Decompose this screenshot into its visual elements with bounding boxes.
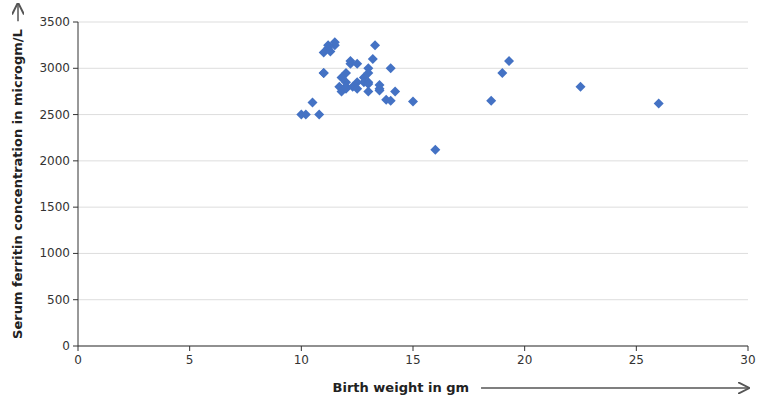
y-axis-arrow xyxy=(17,4,19,21)
x-tick-label: 25 xyxy=(629,353,644,367)
point xyxy=(408,97,418,107)
point xyxy=(301,110,311,120)
point xyxy=(314,110,324,120)
y-tick xyxy=(73,160,78,161)
x-tick xyxy=(413,346,414,351)
x-axis-label: Birth weight in gm xyxy=(333,380,469,395)
y-tick-label: 1500 xyxy=(39,200,70,214)
grid-line xyxy=(78,68,748,69)
y-axis-label: Serum ferritin concentration in microgm/… xyxy=(10,29,25,339)
y-tick-label: 3000 xyxy=(39,61,70,75)
y-tick xyxy=(73,253,78,254)
y-tick xyxy=(73,68,78,69)
point xyxy=(330,37,340,47)
point xyxy=(341,68,351,78)
grid-line xyxy=(78,207,748,208)
point xyxy=(654,98,664,108)
point xyxy=(352,59,362,69)
x-tick-label: 20 xyxy=(517,353,532,367)
x-tick xyxy=(189,346,190,351)
point xyxy=(319,68,329,78)
x-tick-label: 15 xyxy=(405,353,420,367)
y-tick-label: 500 xyxy=(47,293,70,307)
y-tick xyxy=(73,346,78,347)
x-axis-arrow xyxy=(481,387,748,389)
x-tick-label: 10 xyxy=(294,353,309,367)
point xyxy=(308,98,318,108)
x-tick xyxy=(301,346,302,351)
y-tick xyxy=(73,299,78,300)
point xyxy=(370,40,380,50)
point xyxy=(504,56,514,66)
x-tick xyxy=(636,346,637,351)
point xyxy=(375,86,385,96)
y-tick xyxy=(73,22,78,23)
points xyxy=(296,37,663,154)
chart: 0 5 10 15 20 25 30 0 500 1000 1500 2000 2500 3000 3500… xyxy=(0,0,772,404)
x-tick-label: 0 xyxy=(74,353,82,367)
grid-line xyxy=(78,160,748,161)
point xyxy=(363,86,373,96)
point xyxy=(576,82,586,92)
axes: 0 5 10 15 20 25 30 0 500 1000 1500 2000 2500 3000 3500 xyxy=(39,15,755,367)
y-tick-label: 1000 xyxy=(39,246,70,260)
grid-line xyxy=(78,114,748,115)
y-tick xyxy=(73,207,78,208)
y-tick-label: 0 xyxy=(62,339,70,353)
point xyxy=(486,96,496,106)
point xyxy=(390,86,400,96)
point xyxy=(352,84,362,94)
x-tick-label: 30 xyxy=(740,353,755,367)
x-tick xyxy=(78,346,79,351)
y-tick-label: 2500 xyxy=(39,108,70,122)
point xyxy=(497,68,507,78)
point xyxy=(386,96,396,106)
y-axis-line xyxy=(78,22,79,346)
grid-line xyxy=(78,253,748,254)
point xyxy=(368,54,378,64)
point xyxy=(319,68,329,78)
grid-line xyxy=(78,299,748,300)
grid xyxy=(78,22,748,346)
x-tick xyxy=(524,346,525,351)
grid-line xyxy=(78,22,748,23)
point xyxy=(363,68,373,78)
x-tick xyxy=(748,346,749,351)
x-tick-label: 5 xyxy=(186,353,194,367)
point xyxy=(386,63,396,73)
y-tick-label: 3500 xyxy=(39,15,70,29)
y-tick xyxy=(73,114,78,115)
y-tick-label: 2000 xyxy=(39,154,70,168)
point xyxy=(430,145,440,155)
